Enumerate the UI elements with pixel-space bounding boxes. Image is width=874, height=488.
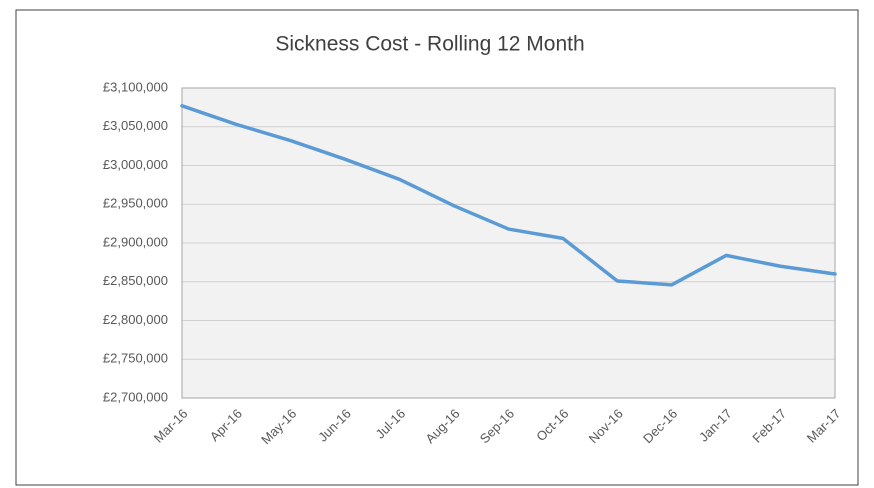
y-tick-label: £3,050,000 xyxy=(103,118,168,133)
y-tick-label: £2,800,000 xyxy=(103,312,168,327)
y-tick-label: £2,900,000 xyxy=(103,234,168,249)
plot-border xyxy=(181,87,836,399)
y-tick-label: £2,950,000 xyxy=(103,196,168,211)
y-tick-label: £2,700,000 xyxy=(103,389,168,404)
line-series xyxy=(180,104,837,287)
y-tick-label: £3,100,000 xyxy=(103,79,168,94)
y-tick-label: £2,750,000 xyxy=(103,351,168,366)
y-tick-label: £3,000,000 xyxy=(103,157,168,172)
y-tick-label: £2,850,000 xyxy=(103,273,168,288)
chart-title: Sickness Cost - Rolling 12 Month xyxy=(275,33,584,56)
